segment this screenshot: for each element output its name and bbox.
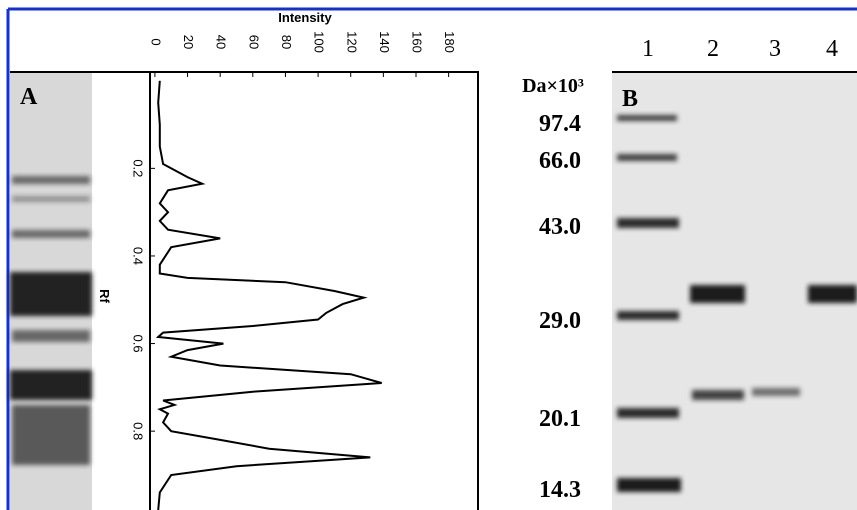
intensity-tick-label: 80: [279, 35, 294, 49]
intensity-tick-label: 140: [377, 31, 392, 53]
marker-unit: Da×10³: [522, 75, 584, 97]
marker-label: 29.0: [539, 308, 581, 334]
lane-label: 2: [707, 36, 719, 62]
lane-label: 3: [769, 36, 781, 62]
plot-frame: [149, 71, 479, 510]
panel-label: B: [622, 86, 638, 112]
rf-tick-label: 0.8: [131, 422, 146, 440]
intensity-tick-label: 180: [442, 31, 457, 53]
rf-tick-label: 0.6: [131, 335, 146, 353]
marker-label: 20.1: [539, 406, 581, 432]
marker-label: 43.0: [539, 214, 581, 240]
trace: [155, 80, 382, 510]
marker-label: 66.0: [539, 148, 581, 174]
lane-label: 1: [642, 36, 654, 62]
intensity-tick-label: 120: [344, 31, 359, 53]
intensity-tick-label: 20: [181, 35, 196, 49]
intensity-tick-label: 40: [214, 35, 229, 49]
intensity-tick-label: 60: [246, 35, 261, 49]
marker-label: 14.3: [539, 477, 581, 503]
rf-tick-label: 0.2: [131, 159, 146, 177]
panel-label: A: [20, 84, 38, 110]
gel-b: [612, 73, 857, 510]
lane-label: 4: [826, 36, 838, 62]
intensity-tick-label: 160: [410, 31, 425, 53]
gel-a: [10, 73, 92, 510]
marker-label: 97.4: [539, 111, 581, 137]
axis-title: Intensity: [278, 10, 332, 25]
intensity-tick-label: 0: [148, 38, 163, 45]
intensity-tick-label: 100: [312, 31, 327, 53]
axis-title: Rf: [97, 289, 112, 303]
rf-tick-label: 0.4: [131, 247, 146, 265]
